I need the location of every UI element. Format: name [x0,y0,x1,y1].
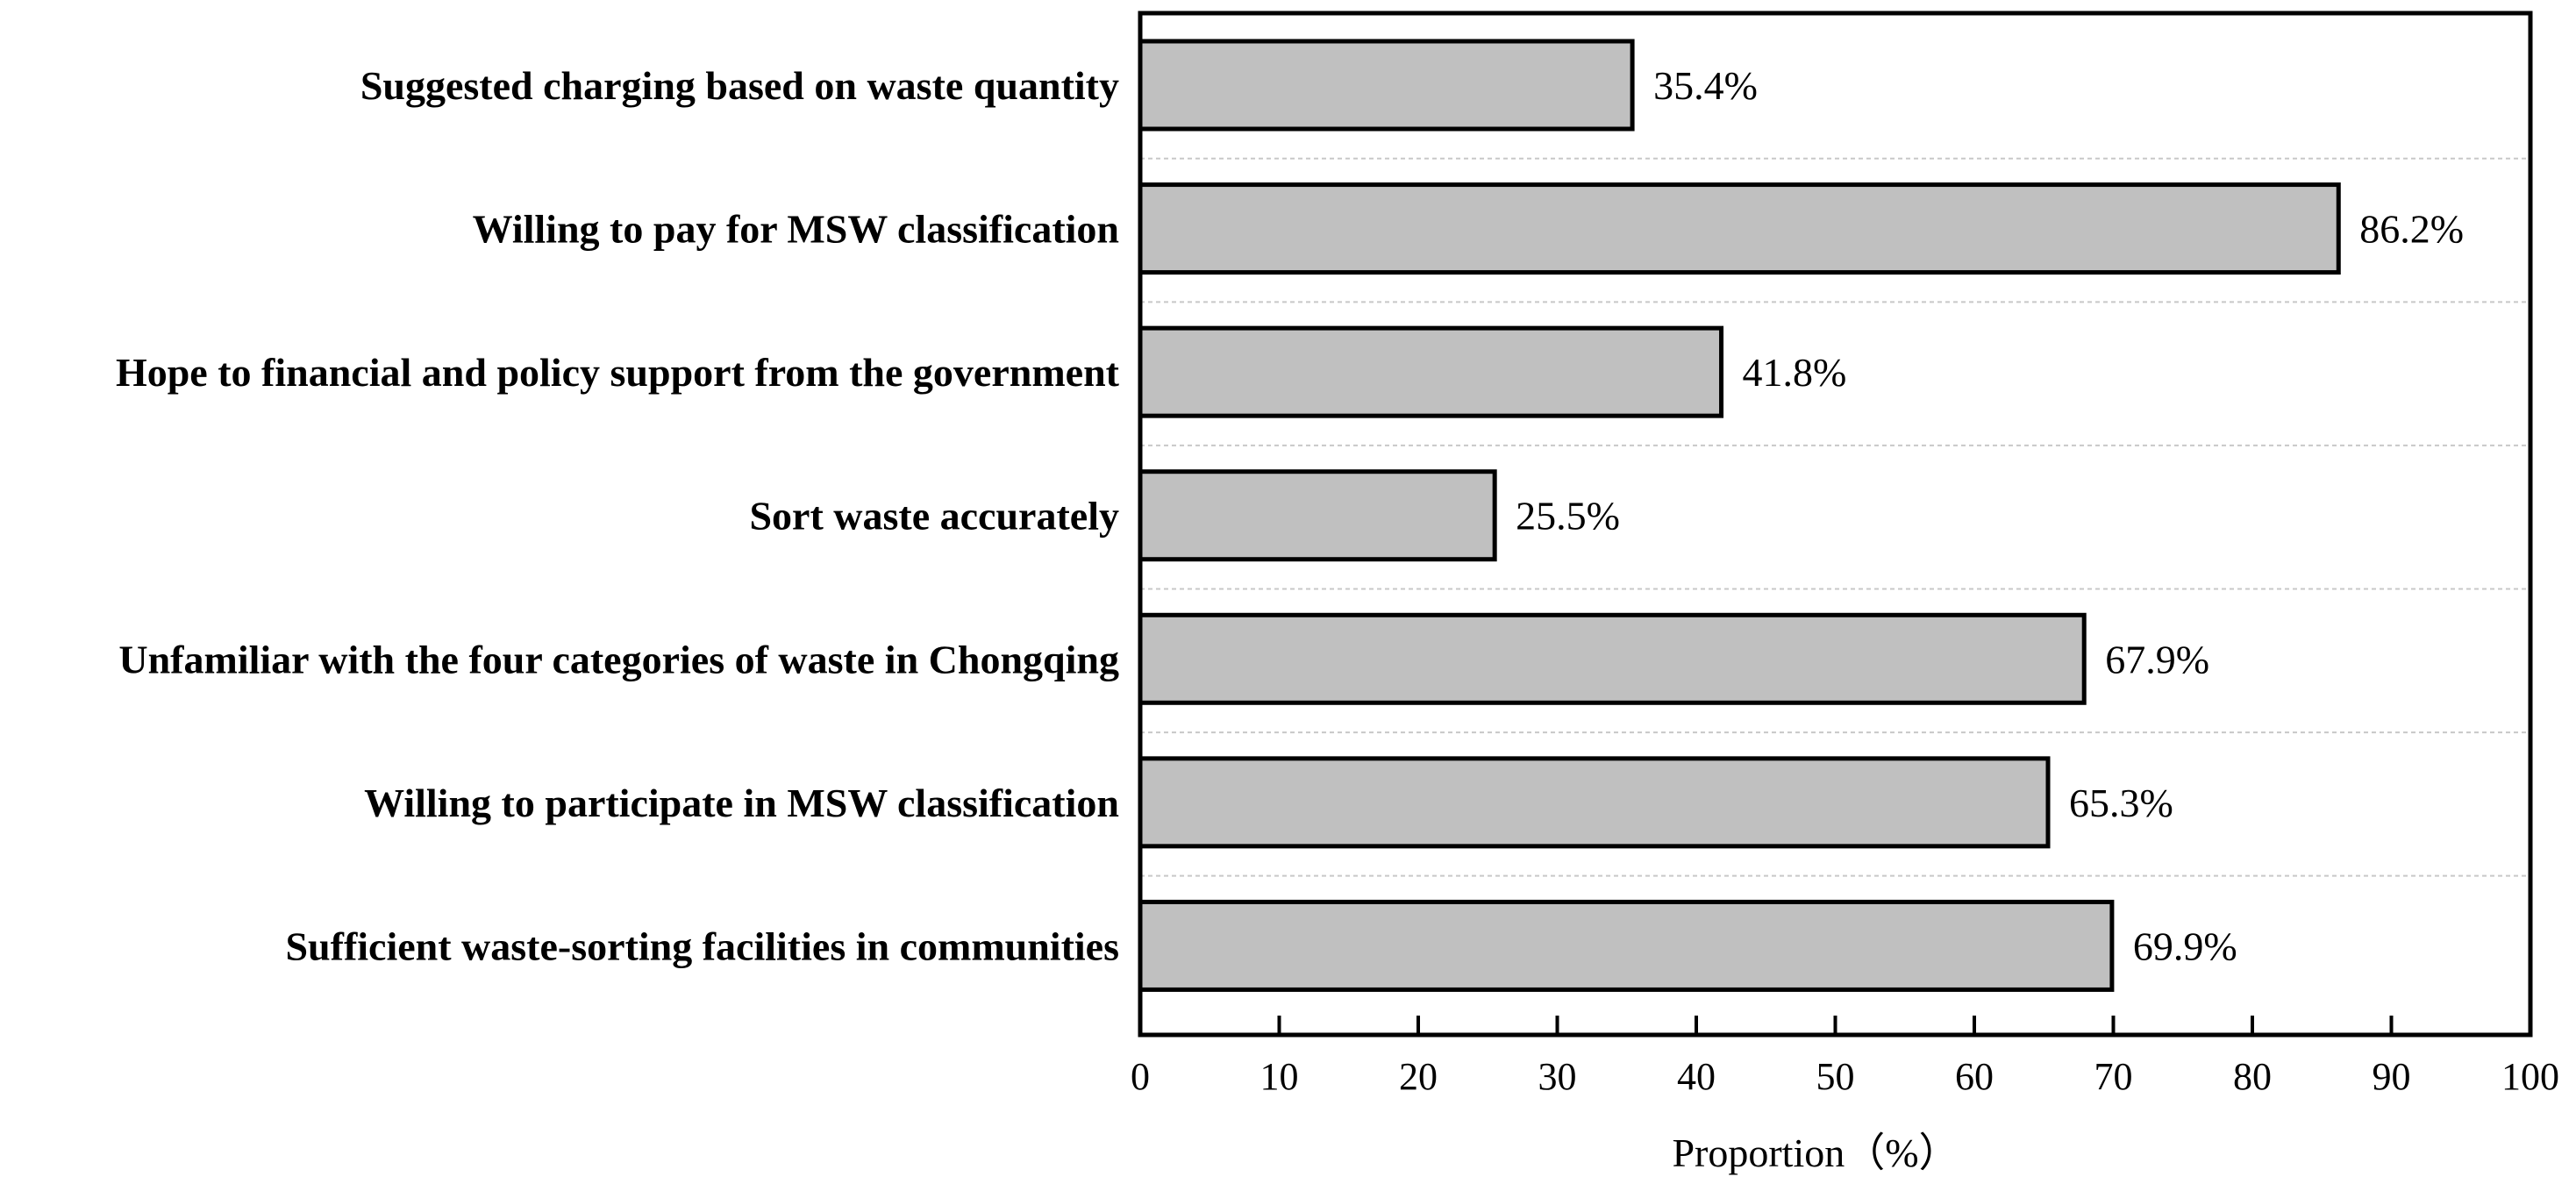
bars-layer [1138,39,2341,992]
category-label: Unfamiliar with the four categories of w… [118,637,1119,681]
value-labels-layer: 35.4% 86.2% 41.8% 25.5% 67.9% 65.3% 69.9% [1516,63,2464,968]
bar-value-label: 25.5% [1516,494,1620,538]
x-tick-label: 80 [2233,1055,2272,1098]
x-tick-label: 10 [1260,1055,1299,1098]
bar-value-label: 86.2% [2359,207,2464,252]
bar [1138,756,2051,849]
x-tick-label: 90 [2373,1055,2411,1098]
bar [1138,182,2341,275]
bar-value-label: 41.8% [1743,350,1847,395]
x-tick-label: 30 [1538,1055,1577,1098]
category-labels-layer: Suggested charging based on waste quanti… [116,63,1120,968]
bar [1138,39,1635,132]
grid-layer [1140,157,2530,877]
x-tick-label: 100 [2501,1055,2559,1098]
bar [1138,469,1497,562]
bar [1138,899,2115,992]
x-tick-label: 0 [1131,1055,1150,1098]
bar-value-label: 35.4% [1653,63,1758,108]
category-label: Hope to financial and policy support fro… [116,350,1120,395]
x-axis-title: Proportion（%） [1672,1130,1959,1175]
x-tick-label: 40 [1677,1055,1716,1098]
category-label: Sort waste accurately [749,494,1119,538]
category-label: Sufficient waste-sorting facilities in c… [285,924,1119,968]
bar-value-label: 67.9% [2105,637,2209,681]
bar-value-label: 65.3% [2069,781,2173,825]
bar [1138,325,1724,418]
x-tick-label: 20 [1399,1055,1438,1098]
bar [1138,612,2087,705]
category-label: Willing to pay for MSW classification [473,207,1119,252]
x-tick-label: 50 [1816,1055,1855,1098]
x-tick-label: 60 [1955,1055,1994,1098]
category-label: Suggested charging based on waste quanti… [360,63,1119,108]
bar-value-label: 69.9% [2133,924,2237,968]
x-axis-ticks: 0 10 20 30 40 50 60 70 80 90 100 [1131,1016,2559,1098]
x-tick-label: 70 [2094,1055,2133,1098]
category-label: Willing to participate in MSW classifica… [364,781,1119,825]
